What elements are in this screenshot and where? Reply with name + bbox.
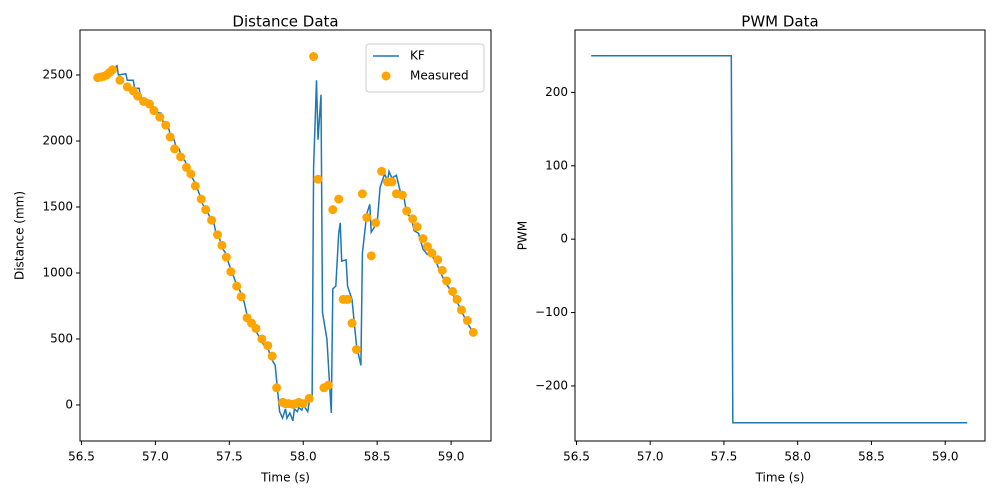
scatter-point	[155, 112, 165, 122]
x-tick-label: 58.0	[784, 450, 811, 464]
x-tick-label: 57.5	[216, 450, 243, 464]
y-tick-label: −100	[535, 305, 568, 319]
scatter-point	[207, 215, 217, 225]
y-tick-label: 0	[65, 397, 73, 411]
scatter-point	[226, 267, 236, 277]
scatter-point	[170, 144, 180, 154]
y-axis-label: Distance (mm)	[13, 191, 27, 280]
scatter-point	[418, 234, 428, 244]
line-series	[96, 64, 474, 422]
scatter-point	[267, 351, 277, 361]
y-tick-label: 2000	[42, 133, 73, 147]
y-axis-label: PWM	[516, 221, 530, 250]
scatter-point	[232, 281, 242, 291]
scatter-point	[334, 194, 344, 204]
axes-frame	[79, 29, 492, 442]
scatter-point	[236, 292, 246, 302]
scatter-point	[176, 152, 186, 162]
x-tick-label: 56.5	[68, 450, 95, 464]
scatter-point	[408, 214, 418, 224]
x-axis-label: Time (s)	[755, 471, 805, 485]
y-tick-label: 2500	[42, 68, 73, 82]
scatter-point	[201, 205, 211, 215]
scatter-point	[366, 251, 376, 261]
scatter-point	[412, 222, 422, 232]
legend-label: Measured	[410, 69, 469, 83]
axes-frame	[574, 29, 986, 442]
scatter-point	[397, 190, 407, 200]
x-tick-label: 56.5	[563, 450, 590, 464]
y-tick-label: 0	[560, 232, 568, 246]
scatter-point	[371, 218, 381, 228]
x-tick-label: 57.5	[711, 450, 738, 464]
y-tick-label: 1500	[42, 199, 73, 213]
scatter-point	[357, 189, 367, 199]
scatter-point	[298, 399, 308, 409]
scatter-point	[343, 294, 353, 304]
scatter-point	[108, 65, 118, 75]
scatter-point	[437, 265, 447, 275]
y-tick-label: 200	[545, 85, 568, 99]
line-series	[591, 54, 968, 424]
scatter-point	[181, 162, 191, 172]
scatter-point	[144, 99, 154, 109]
scatter-point	[377, 166, 387, 176]
y-tick-label: 500	[50, 331, 73, 345]
scatter-point	[186, 169, 196, 179]
scatter-point	[263, 341, 273, 351]
scatter-point	[462, 315, 472, 325]
x-tick-label: 59.0	[438, 450, 465, 464]
legend-label: KF	[410, 49, 425, 63]
scatter-point	[313, 174, 323, 184]
scatter-point	[422, 242, 432, 252]
x-tick-label: 58.0	[290, 450, 317, 464]
scatter-point	[323, 380, 333, 390]
legend-marker	[381, 71, 391, 81]
scatter-point	[115, 75, 125, 85]
x-tick-label: 59.0	[932, 450, 959, 464]
scatter-point	[257, 334, 267, 344]
x-tick-label: 57.0	[637, 450, 664, 464]
scatter-point	[217, 240, 227, 250]
scatter-point	[362, 213, 372, 223]
scatter-point	[212, 230, 222, 240]
scatter-point	[328, 205, 338, 215]
y-tick-label: −200	[535, 378, 568, 392]
scatter-point	[304, 393, 314, 403]
x-axis-label: Time (s)	[260, 471, 310, 485]
scatter-point	[149, 106, 159, 116]
scatter-point	[442, 276, 452, 286]
y-tick-label: 1000	[42, 265, 73, 279]
scatter-point	[309, 52, 319, 62]
chart-title: Distance Data	[232, 13, 338, 31]
scatter-point	[456, 305, 466, 315]
chart-title: PWM Data	[741, 13, 818, 31]
x-tick-label: 57.0	[142, 450, 169, 464]
scatter-point	[427, 248, 437, 258]
scatter-point	[133, 91, 143, 101]
scatter-point	[448, 286, 458, 296]
scatter-point	[196, 194, 206, 204]
scatter-point	[468, 327, 478, 337]
x-tick-label: 58.5	[858, 450, 885, 464]
scatter-point	[347, 318, 357, 328]
scatter-point	[402, 206, 412, 216]
scatter-point	[272, 383, 282, 393]
scatter-point	[433, 255, 443, 265]
scatter-point	[387, 177, 397, 187]
x-tick-label: 58.5	[364, 450, 391, 464]
scatter-point	[351, 345, 361, 355]
scatter-point	[161, 120, 171, 130]
scatter-point	[165, 132, 175, 142]
y-tick-label: 100	[545, 158, 568, 172]
scatter-point	[251, 323, 261, 333]
scatter-point	[190, 181, 200, 191]
scatter-point	[221, 252, 231, 262]
scatter-point	[452, 294, 462, 304]
